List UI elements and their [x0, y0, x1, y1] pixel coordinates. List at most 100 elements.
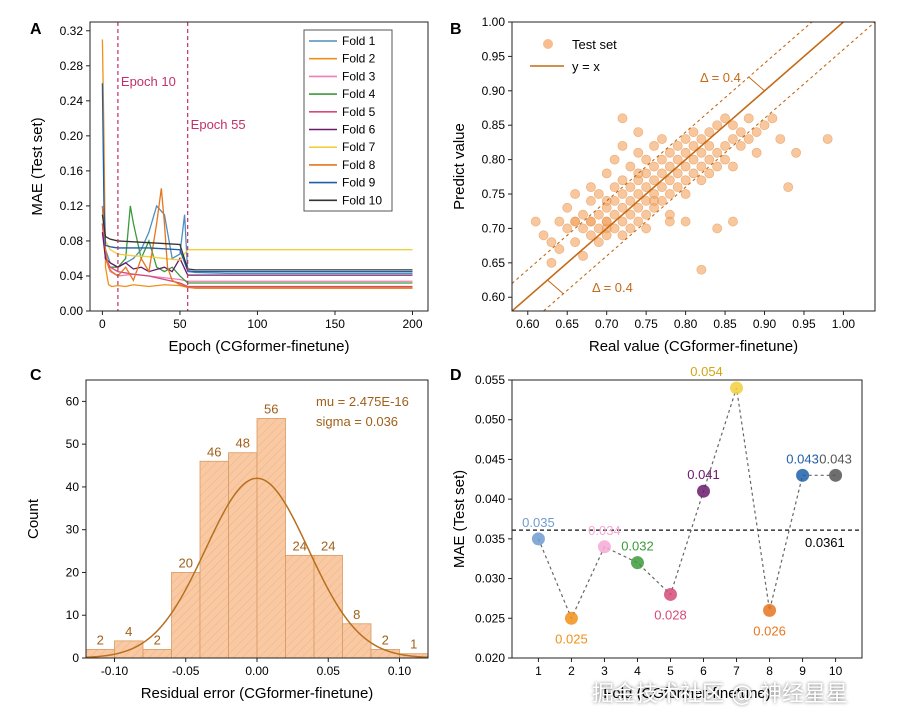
panel-c-xtick-label: 0.05: [317, 664, 341, 678]
panel-c-ytick-label: 0: [72, 651, 79, 665]
panel-a-xtick-label: 50: [173, 317, 187, 331]
panel-c-ytick-label: 30: [66, 523, 80, 537]
panel-a-plot-area: [101, 39, 413, 289]
panel-a-series-line: [101, 223, 413, 288]
panel-a-letter: A: [30, 21, 42, 38]
panel-d-data-label: 0.043: [786, 451, 819, 466]
panel-a-ytick-label: 0.08: [60, 234, 84, 248]
panel-a-ytick-label: 0.00: [60, 304, 84, 318]
panel-a-epoch-label: Epoch 10: [121, 74, 176, 89]
panel-d-connector: [537, 387, 836, 620]
panel-b-ytick-label: 0.70: [482, 221, 506, 235]
panel-b-data-point: [625, 182, 636, 193]
panel-d-data-label: 0.054: [690, 364, 723, 379]
panel-b-data-point: [530, 216, 541, 227]
panel-b-data-point: [720, 113, 730, 124]
panel-b-data-point: [617, 113, 628, 124]
panel-b-data-point: [586, 196, 596, 206]
panel-b-data-point: [672, 182, 683, 193]
panel-d-data-point: [630, 556, 644, 570]
panel-d-xtick-label: 6: [700, 664, 707, 678]
panel-b-data-point: [728, 161, 738, 172]
panel-d-data-point: [663, 587, 677, 601]
panel-b-data-point: [767, 113, 778, 124]
panel-d-data-point: [531, 532, 545, 546]
panel-b-xtick-label: 0.95: [792, 317, 816, 331]
panel-b-xtick-label: 0.75: [634, 317, 658, 331]
panel-b-band-label: Δ = 0.4: [592, 280, 633, 295]
panel-d-frame: [511, 379, 863, 659]
panel-b-data-point: [664, 216, 675, 227]
panel-b-data-point: [712, 120, 723, 131]
panel-a-legend-entry: Fold 4: [342, 87, 376, 101]
panel-c-y-axis-title: Count: [25, 498, 42, 539]
panel-b-data-point: [601, 230, 612, 241]
panel-b-data-point: [696, 175, 707, 186]
panel-b-data-point: [751, 147, 762, 158]
panel-b-data-point: [633, 189, 644, 199]
panel-a-series-line: [101, 83, 413, 273]
panel-b-data-point: [751, 127, 762, 137]
panel-b-data-point: [641, 182, 652, 193]
panel-b-data-point: [578, 251, 588, 261]
panel-b-ytick-label: 0.90: [482, 84, 506, 98]
panel-b-data-point: [546, 237, 557, 248]
panel-d-data-label: 0.043: [819, 451, 852, 466]
panel-a-xtick-label: 100: [247, 317, 267, 331]
panel-b-xtick-label: 0.65: [556, 317, 580, 331]
panel-a-legend-entry: Fold 5: [342, 105, 376, 119]
panel-d-mean-label: 0.0361: [805, 535, 845, 550]
panel-b-data-point: [688, 168, 699, 179]
panel-c-bar-label: 24: [293, 538, 307, 553]
panel-b-data-point: [704, 168, 715, 179]
panel-b-data-point: [617, 216, 628, 227]
panel-b-data-point: [680, 175, 691, 186]
panel-a-ytick-label: 0.24: [60, 94, 84, 108]
panel-b-data-point: [625, 209, 636, 220]
panel-b-data-point: [775, 134, 786, 144]
panel-b-data-point: [609, 154, 620, 165]
panel-b-data-point: [649, 175, 659, 186]
panel-a-legend-entry: Fold 3: [342, 69, 376, 83]
panel-b-data-point: [704, 127, 715, 137]
panel-b-data-point: [688, 140, 699, 151]
panel-b-data-point: [633, 202, 644, 213]
panel-b-data-point: [728, 120, 738, 131]
panel-b-data-point: [672, 168, 683, 179]
panel-b-data-point: [617, 189, 628, 199]
panel-b-data-point: [593, 189, 604, 199]
panel-b-data-point: [562, 202, 573, 213]
panel-b-legend-swatch: [543, 39, 553, 49]
panel-d-xtick-label: 8: [766, 664, 773, 678]
panel-a-legend-entry: Fold 2: [342, 52, 376, 66]
panel-a-legend-entry: Fold 9: [342, 176, 376, 190]
panel-b-data-point: [641, 223, 652, 234]
panel-b-band-label: Δ = 0.4: [700, 70, 741, 85]
panel-b-data-point: [649, 161, 659, 172]
panel-a-legend-entry: Fold 10: [342, 193, 382, 207]
panel-c-bar-label: 4: [125, 624, 132, 639]
panel-a-ytick-label: 0.20: [60, 129, 84, 143]
panel-b-xtick-label: 1.00: [832, 317, 856, 331]
panel-d-xtick-label: 1: [535, 664, 542, 678]
panel-b-data-point: [570, 189, 581, 199]
panel-d-data-label: 0.035: [522, 515, 555, 530]
panel-b-data-point: [617, 140, 628, 151]
panel-b-ytick-label: 0.75: [482, 187, 506, 201]
panel-c-ytick-label: 50: [66, 437, 80, 451]
panel-b-plot-area: [512, 22, 875, 311]
panel-b-data-point: [704, 140, 715, 151]
panel-d-xtick-label: 10: [829, 664, 843, 678]
panel-d-data-label: 0.028: [654, 607, 687, 622]
panel-d-y-axis-title: MAE (Test set): [451, 470, 468, 568]
panel-b-data-point: [578, 223, 588, 234]
panel-b-data-point: [649, 140, 659, 151]
panel-c-xtick-label: 0.00: [245, 664, 269, 678]
panel-b-data-point: [657, 168, 667, 179]
panel-c-bar-label: 2: [97, 632, 104, 647]
panel-d-x-axis-title: Fold (CGformer-finetune): [603, 685, 771, 702]
panel-b-data-point: [546, 257, 557, 268]
panel-a-series-line: [101, 39, 413, 289]
panel-a-series-line: [101, 214, 413, 271]
panel-b-xtick-label: 0.80: [674, 317, 698, 331]
